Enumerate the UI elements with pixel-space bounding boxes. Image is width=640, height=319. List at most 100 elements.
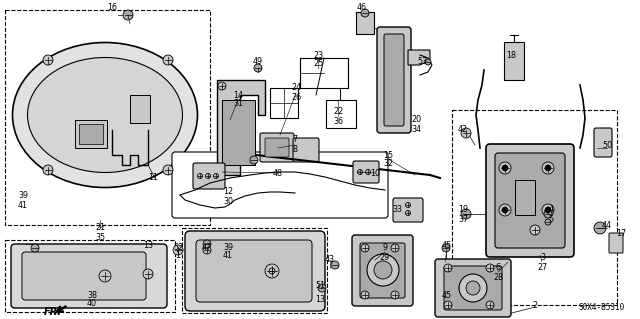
Text: 4: 4 bbox=[548, 205, 554, 214]
Circle shape bbox=[499, 204, 511, 216]
Text: 10: 10 bbox=[370, 168, 380, 177]
FancyBboxPatch shape bbox=[260, 133, 294, 162]
Bar bbox=[452, 110, 617, 305]
Text: 49: 49 bbox=[253, 57, 263, 66]
FancyBboxPatch shape bbox=[495, 153, 565, 248]
Circle shape bbox=[461, 128, 471, 138]
Text: 40: 40 bbox=[87, 300, 97, 308]
FancyBboxPatch shape bbox=[594, 128, 612, 157]
Circle shape bbox=[367, 254, 399, 286]
Text: 50: 50 bbox=[602, 140, 612, 150]
FancyBboxPatch shape bbox=[193, 163, 225, 189]
Circle shape bbox=[444, 301, 452, 309]
Circle shape bbox=[163, 55, 173, 65]
Circle shape bbox=[361, 244, 369, 252]
FancyBboxPatch shape bbox=[384, 34, 404, 126]
Polygon shape bbox=[408, 50, 430, 65]
Circle shape bbox=[542, 204, 554, 216]
Circle shape bbox=[544, 210, 552, 218]
Circle shape bbox=[542, 162, 554, 174]
Circle shape bbox=[442, 244, 450, 252]
Bar bbox=[270, 88, 298, 118]
Text: 47: 47 bbox=[202, 242, 212, 251]
Circle shape bbox=[361, 291, 369, 299]
Text: S0X4-B5310: S0X4-B5310 bbox=[579, 303, 625, 312]
Circle shape bbox=[545, 219, 551, 225]
Circle shape bbox=[269, 268, 275, 274]
Text: 11: 11 bbox=[148, 174, 158, 182]
Circle shape bbox=[214, 174, 218, 179]
FancyBboxPatch shape bbox=[11, 244, 167, 308]
Text: 8: 8 bbox=[292, 145, 298, 153]
Circle shape bbox=[31, 244, 39, 252]
Circle shape bbox=[391, 244, 399, 252]
Text: 41: 41 bbox=[223, 251, 233, 261]
FancyBboxPatch shape bbox=[356, 12, 374, 34]
Circle shape bbox=[594, 222, 606, 234]
Bar bbox=[5, 10, 210, 225]
Text: 9: 9 bbox=[383, 243, 388, 253]
Text: 7: 7 bbox=[292, 136, 298, 145]
Bar bbox=[300, 58, 348, 88]
Text: 48: 48 bbox=[273, 168, 283, 177]
Text: 26: 26 bbox=[291, 93, 301, 101]
Circle shape bbox=[123, 10, 133, 20]
FancyBboxPatch shape bbox=[504, 42, 524, 80]
Text: 43: 43 bbox=[325, 256, 335, 264]
Text: 13: 13 bbox=[143, 241, 153, 250]
Text: 35: 35 bbox=[95, 233, 105, 241]
Text: 39: 39 bbox=[18, 191, 28, 201]
Circle shape bbox=[545, 207, 551, 213]
Bar bbox=[515, 180, 535, 215]
Circle shape bbox=[198, 174, 202, 179]
FancyBboxPatch shape bbox=[293, 138, 319, 162]
Text: 24: 24 bbox=[291, 84, 301, 93]
Bar bbox=[79, 124, 103, 144]
Bar bbox=[182, 228, 327, 313]
Circle shape bbox=[250, 156, 258, 164]
Text: 42: 42 bbox=[458, 125, 468, 135]
Text: 44: 44 bbox=[602, 220, 612, 229]
Circle shape bbox=[499, 162, 511, 174]
FancyBboxPatch shape bbox=[360, 243, 405, 298]
Text: 33: 33 bbox=[392, 205, 402, 214]
FancyBboxPatch shape bbox=[172, 152, 388, 218]
FancyBboxPatch shape bbox=[444, 266, 502, 310]
Text: 32: 32 bbox=[383, 160, 393, 168]
Circle shape bbox=[358, 169, 362, 174]
Text: 39: 39 bbox=[223, 242, 233, 251]
Circle shape bbox=[205, 174, 211, 179]
Text: 30: 30 bbox=[223, 197, 233, 205]
Circle shape bbox=[425, 59, 431, 65]
Text: 14: 14 bbox=[233, 91, 243, 100]
Circle shape bbox=[502, 207, 508, 213]
Ellipse shape bbox=[13, 42, 198, 188]
Text: 2: 2 bbox=[532, 300, 538, 309]
Text: 51: 51 bbox=[315, 280, 325, 290]
Bar bbox=[130, 95, 150, 123]
Text: 41: 41 bbox=[18, 201, 28, 210]
Circle shape bbox=[143, 269, 153, 279]
Text: 34: 34 bbox=[411, 124, 421, 133]
Circle shape bbox=[163, 165, 173, 175]
Text: 19: 19 bbox=[458, 205, 468, 214]
Circle shape bbox=[43, 165, 53, 175]
FancyBboxPatch shape bbox=[196, 240, 312, 302]
Text: 21: 21 bbox=[95, 224, 105, 233]
FancyBboxPatch shape bbox=[185, 231, 325, 311]
Text: 52: 52 bbox=[173, 242, 183, 251]
Circle shape bbox=[203, 246, 211, 254]
Text: 17: 17 bbox=[616, 229, 626, 239]
FancyBboxPatch shape bbox=[609, 233, 623, 253]
Text: 37: 37 bbox=[458, 214, 468, 224]
Bar bbox=[5, 240, 175, 312]
FancyBboxPatch shape bbox=[377, 27, 411, 133]
Circle shape bbox=[461, 209, 471, 219]
Text: 6: 6 bbox=[495, 263, 500, 272]
Text: 13: 13 bbox=[315, 295, 325, 305]
Text: 15: 15 bbox=[383, 151, 393, 160]
Text: 29: 29 bbox=[380, 253, 390, 262]
Circle shape bbox=[459, 274, 487, 302]
Text: 53: 53 bbox=[417, 57, 427, 66]
Circle shape bbox=[203, 240, 211, 248]
